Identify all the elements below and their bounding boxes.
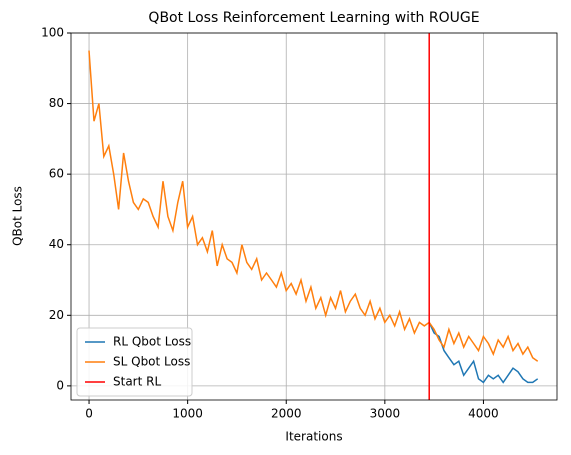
chart-title: QBot Loss Reinforcement Learning with RO…	[148, 10, 479, 26]
y-tick-label: 20	[49, 308, 64, 322]
legend-label: SL Qbot Loss	[113, 355, 190, 369]
x-axis-label: Iterations	[285, 430, 342, 444]
y-axis-label: QBot Loss	[11, 186, 25, 246]
legend-label: Start RL	[113, 375, 161, 389]
x-tick-label: 2000	[271, 407, 302, 421]
x-tick-label: 3000	[370, 407, 401, 421]
legend: RL Qbot Loss SL Qbot Loss Start RL	[76, 327, 193, 397]
series-line	[428, 322, 539, 384]
y-tick-label: 80	[49, 96, 64, 110]
x-tick-label: 1000	[172, 407, 203, 421]
x-tick-label: 0	[85, 407, 93, 421]
series-line	[88, 50, 539, 362]
x-tick-label: 4000	[468, 407, 499, 421]
y-tick-label: 0	[56, 378, 64, 392]
legend-label: RL Qbot Loss	[113, 335, 191, 349]
y-tick-label: 100	[41, 26, 64, 40]
y-tick-label: 60	[49, 167, 64, 181]
plot-frame	[70, 32, 558, 401]
legend-box	[76, 327, 193, 397]
y-tick-label: 40	[49, 237, 64, 251]
